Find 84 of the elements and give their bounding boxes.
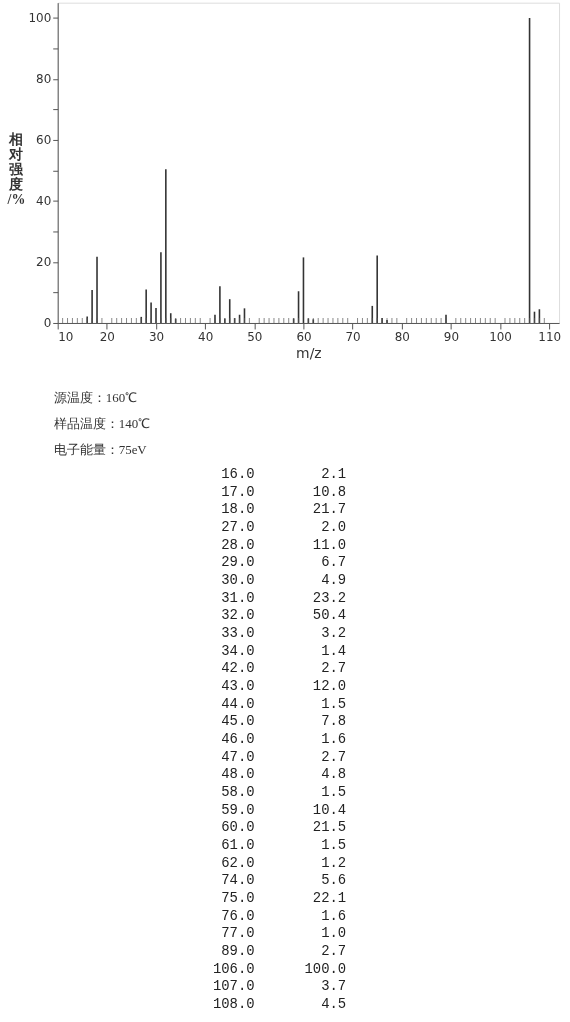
text: 106.0 [212, 960, 255, 977]
text: 58.0 [221, 783, 255, 800]
text: 1.2 [321, 854, 347, 871]
text: 16.0 [221, 466, 255, 483]
text: 44.0 [221, 695, 255, 712]
y-axis-title: 相对强度/% [6, 132, 26, 208]
text: 4.9 [321, 572, 347, 589]
text: 42.0 [221, 660, 255, 677]
text: 43.0 [221, 678, 255, 695]
x-tick-label: 30 [148, 330, 165, 345]
text: 样品温度：140℃ [53, 415, 151, 431]
text: 2.1 [321, 466, 347, 483]
text: 2.7 [321, 660, 347, 677]
text: 29.0 [221, 554, 255, 571]
x-tick-label: 70 [345, 330, 361, 345]
text: 28.0 [221, 536, 255, 553]
text: 10.8 [312, 483, 347, 500]
text: 21.5 [312, 819, 347, 836]
x-tick-label: 10 [58, 330, 74, 345]
x-tick-label: 20 [99, 330, 115, 345]
y-tick-label: 60 [36, 133, 52, 148]
text: 107.0 [212, 978, 255, 995]
text: 1.6 [321, 907, 347, 924]
x-tick-label: 110 [538, 330, 562, 345]
text: 74.0 [221, 872, 255, 889]
text: 22.1 [312, 889, 347, 906]
x-tick-label: 50 [247, 330, 263, 345]
text: 89.0 [221, 942, 255, 959]
text: 48.0 [221, 766, 255, 783]
text: 61.0 [221, 836, 255, 853]
text: 10.4 [312, 801, 347, 818]
x-tick-label: 90 [443, 330, 459, 345]
text: 45.0 [221, 713, 255, 730]
text: 源温度：160℃ [53, 389, 138, 405]
text: 2.0 [321, 519, 347, 536]
y-tick-label: 40 [36, 194, 52, 209]
text: 3.2 [321, 625, 347, 642]
text: 2.7 [321, 942, 347, 959]
x-tick-label: 40 [198, 330, 214, 345]
text: 32.0 [221, 607, 255, 624]
x-tick-label: 100 [489, 330, 512, 345]
text: 3.7 [321, 978, 347, 995]
text: 1.0 [321, 925, 347, 942]
text: 1.5 [321, 695, 347, 712]
text: 47.0 [221, 748, 255, 765]
text: 4.5 [321, 995, 347, 1012]
text: 62.0 [221, 854, 255, 871]
text: 6.7 [321, 554, 347, 571]
text: 33.0 [221, 625, 255, 642]
text: 2.7 [321, 748, 347, 765]
x-axis-title: m/z [296, 345, 322, 362]
text: 12.0 [312, 678, 347, 695]
y-tick-label: 100 [28, 11, 52, 26]
text: 1.5 [321, 783, 347, 800]
text: 27.0 [221, 519, 255, 536]
text: 76.0 [221, 907, 255, 924]
text: 23.2 [312, 589, 347, 606]
text: 108.0 [212, 995, 255, 1012]
text: 7.8 [321, 713, 347, 730]
text: 60.0 [221, 819, 255, 836]
text: 11.0 [312, 536, 347, 553]
text: 59.0 [221, 801, 255, 818]
text: 1.6 [321, 731, 347, 748]
text: 5.6 [321, 872, 347, 889]
text: 18.0 [221, 501, 255, 518]
x-tick-label: 80 [394, 330, 410, 345]
y-tick-label: 80 [36, 72, 52, 87]
text: 4.8 [321, 766, 347, 783]
text: 电子能量：75eV [53, 442, 148, 458]
y-tick-label: 0 [43, 316, 52, 331]
text: 31.0 [221, 589, 255, 606]
text: 1.5 [321, 836, 347, 853]
text: 34.0 [221, 642, 255, 659]
text: 21.7 [312, 501, 347, 518]
text: 75.0 [221, 889, 255, 906]
text: 77.0 [221, 925, 255, 942]
text: 17.0 [221, 483, 255, 500]
text: 100.0 [304, 960, 347, 977]
text: 1.4 [321, 642, 347, 659]
text: 46.0 [221, 731, 255, 748]
text: 50.4 [312, 607, 347, 624]
y-tick-label: 20 [36, 255, 52, 270]
x-tick-label: 60 [296, 330, 312, 345]
text: 30.0 [221, 572, 255, 589]
